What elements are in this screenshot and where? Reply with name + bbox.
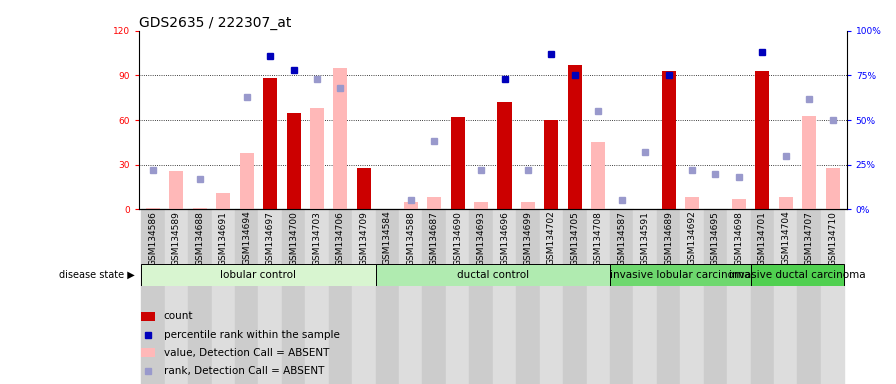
Bar [258, 209, 282, 384]
Bar [774, 209, 797, 384]
Bar [474, 202, 488, 209]
Bar [142, 209, 165, 384]
Bar [587, 209, 610, 384]
Bar [193, 208, 207, 209]
Bar [375, 264, 610, 286]
Bar [539, 209, 563, 384]
Text: ductal control: ductal control [457, 270, 529, 280]
Bar [423, 209, 446, 384]
Bar [493, 209, 516, 384]
Bar [610, 264, 751, 286]
Bar [728, 209, 751, 384]
Text: percentile rank within the sample: percentile rank within the sample [164, 329, 340, 339]
Bar [563, 209, 587, 384]
Bar [802, 116, 816, 209]
Bar [216, 193, 230, 209]
Bar [685, 197, 699, 209]
Bar [797, 209, 821, 384]
Bar [633, 209, 657, 384]
Bar [146, 208, 160, 209]
Bar [516, 209, 539, 384]
Bar [703, 209, 728, 384]
Bar [306, 209, 329, 384]
Bar [329, 209, 352, 384]
Bar [352, 209, 375, 384]
Bar [169, 170, 184, 209]
Bar [282, 209, 306, 384]
Bar [755, 71, 770, 209]
Text: count: count [164, 311, 193, 321]
Bar [825, 168, 840, 209]
Bar [357, 168, 371, 209]
Bar [821, 209, 844, 384]
Bar [521, 202, 535, 209]
Bar [497, 102, 512, 209]
Text: GDS2635 / 222307_at: GDS2635 / 222307_at [139, 16, 291, 30]
Bar [732, 199, 746, 209]
Bar [287, 113, 300, 209]
Text: invasive lobular carcinoma: invasive lobular carcinoma [610, 270, 751, 280]
Text: disease state ▶: disease state ▶ [59, 270, 134, 280]
Bar [404, 202, 418, 209]
Bar [310, 108, 324, 209]
Bar [188, 209, 211, 384]
Text: value, Detection Call = ABSENT: value, Detection Call = ABSENT [164, 348, 329, 358]
Bar [235, 209, 258, 384]
Bar [142, 264, 375, 286]
Bar [211, 209, 235, 384]
Bar [142, 348, 155, 357]
Bar [263, 78, 277, 209]
Bar [239, 153, 254, 209]
Bar [568, 65, 582, 209]
Bar [545, 120, 558, 209]
Bar [375, 209, 399, 384]
Bar [427, 197, 441, 209]
Bar [165, 209, 188, 384]
Bar [657, 209, 680, 384]
Bar [610, 209, 633, 384]
Bar [142, 312, 155, 321]
Bar [333, 68, 348, 209]
Bar [591, 142, 606, 209]
Text: lobular control: lobular control [220, 270, 297, 280]
Text: rank, Detection Call = ABSENT: rank, Detection Call = ABSENT [164, 366, 323, 376]
Bar [446, 209, 470, 384]
Bar [470, 209, 493, 384]
Bar [399, 209, 423, 384]
Bar [751, 264, 844, 286]
Text: invasive ductal carcinoma: invasive ductal carcinoma [729, 270, 866, 280]
Bar [779, 197, 793, 209]
Bar [680, 209, 703, 384]
Bar [751, 209, 774, 384]
Bar [661, 71, 676, 209]
Bar [451, 117, 465, 209]
